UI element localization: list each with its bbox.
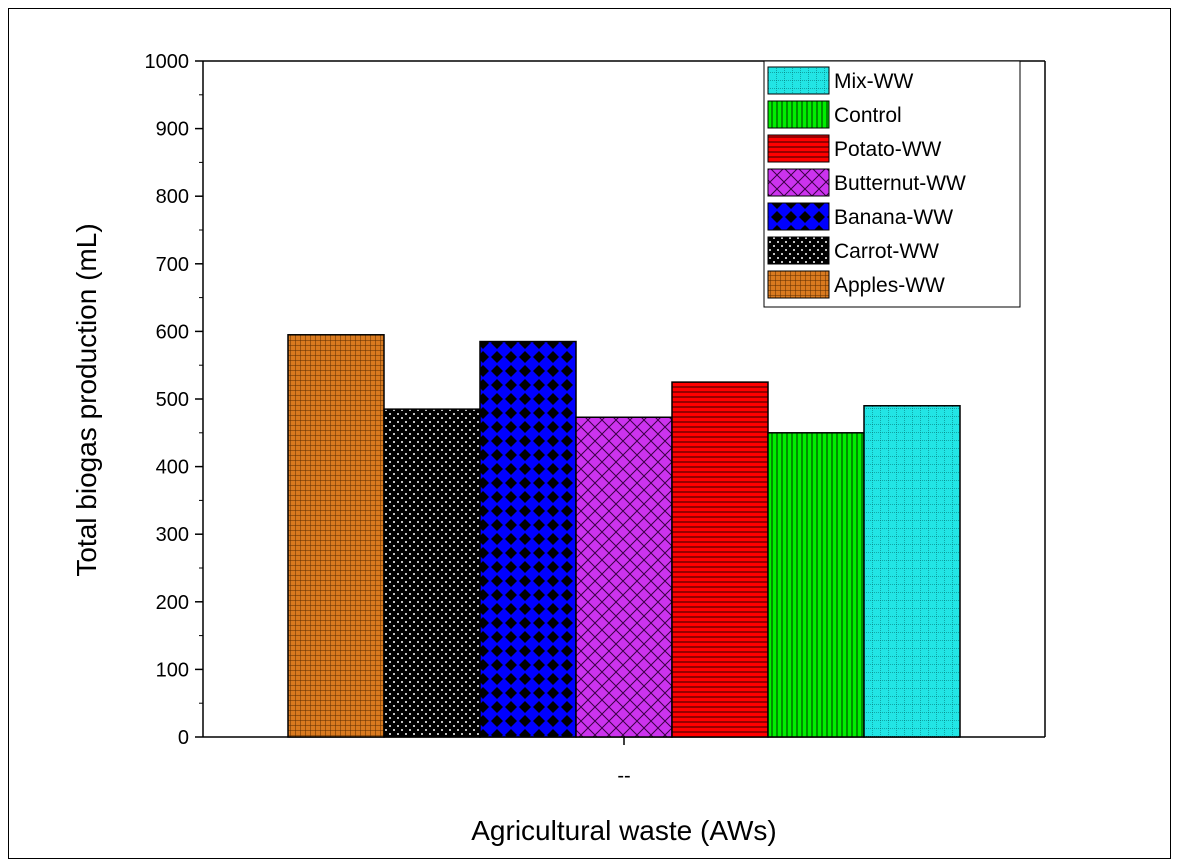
y-tick-label: 900 <box>156 119 189 141</box>
y-tick-label: 500 <box>156 389 189 411</box>
bar-carrot-ww <box>383 408 481 738</box>
y-tick-label: 300 <box>156 524 189 546</box>
y-tick-label: 200 <box>156 592 189 614</box>
legend-label-butternut-ww: Butternut-WW <box>834 172 966 195</box>
bar-control <box>767 432 865 738</box>
legend-swatch-mix-ww <box>767 66 830 95</box>
legend-swatch-potato-ww <box>767 134 830 163</box>
legend-swatch-apples-ww <box>767 270 830 299</box>
legend: Mix-WW Control Potato-WW Butternut-WW Banana… <box>763 60 1021 308</box>
y-tick-label: 0 <box>178 727 189 749</box>
y-tick-label: 800 <box>156 186 189 208</box>
legend-label-banana-ww: Banana-WW <box>834 206 953 229</box>
x-axis-label: Agricultural waste (AWs) <box>471 815 776 846</box>
bar-banana-ww <box>479 340 577 738</box>
legend-label-carrot-ww: Carrot-WW <box>834 240 939 263</box>
legend-label-potato-ww: Potato-WW <box>834 138 942 161</box>
legend-label-control: Control <box>834 104 902 127</box>
y-tick-label: 100 <box>156 659 189 681</box>
bars <box>287 334 961 738</box>
y-tick-label: 700 <box>156 254 189 276</box>
y-ticks: 0 100 200 300 400 500 600 700 800 900 1000 <box>145 51 203 749</box>
y-tick-label: 600 <box>156 321 189 343</box>
legend-swatch-butternut-ww <box>767 168 830 197</box>
legend-label-mix-ww: Mix-WW <box>834 70 913 93</box>
y-axis-label: Total biogas production (mL) <box>71 223 102 576</box>
bar-mix-ww <box>863 405 961 738</box>
bar-apples-ww <box>287 334 385 738</box>
legend-swatch-banana-ww <box>767 202 830 231</box>
legend-label-apples-ww: Apples-WW <box>834 274 945 297</box>
legend-swatch-carrot-ww <box>767 236 830 265</box>
y-tick-label: 1000 <box>145 51 190 73</box>
bar-potato-ww <box>671 381 769 738</box>
y-tick-label: 400 <box>156 457 189 479</box>
x-tick-label: -- <box>617 765 630 787</box>
bar-butternut-ww <box>575 416 673 738</box>
legend-swatch-control <box>767 100 830 129</box>
